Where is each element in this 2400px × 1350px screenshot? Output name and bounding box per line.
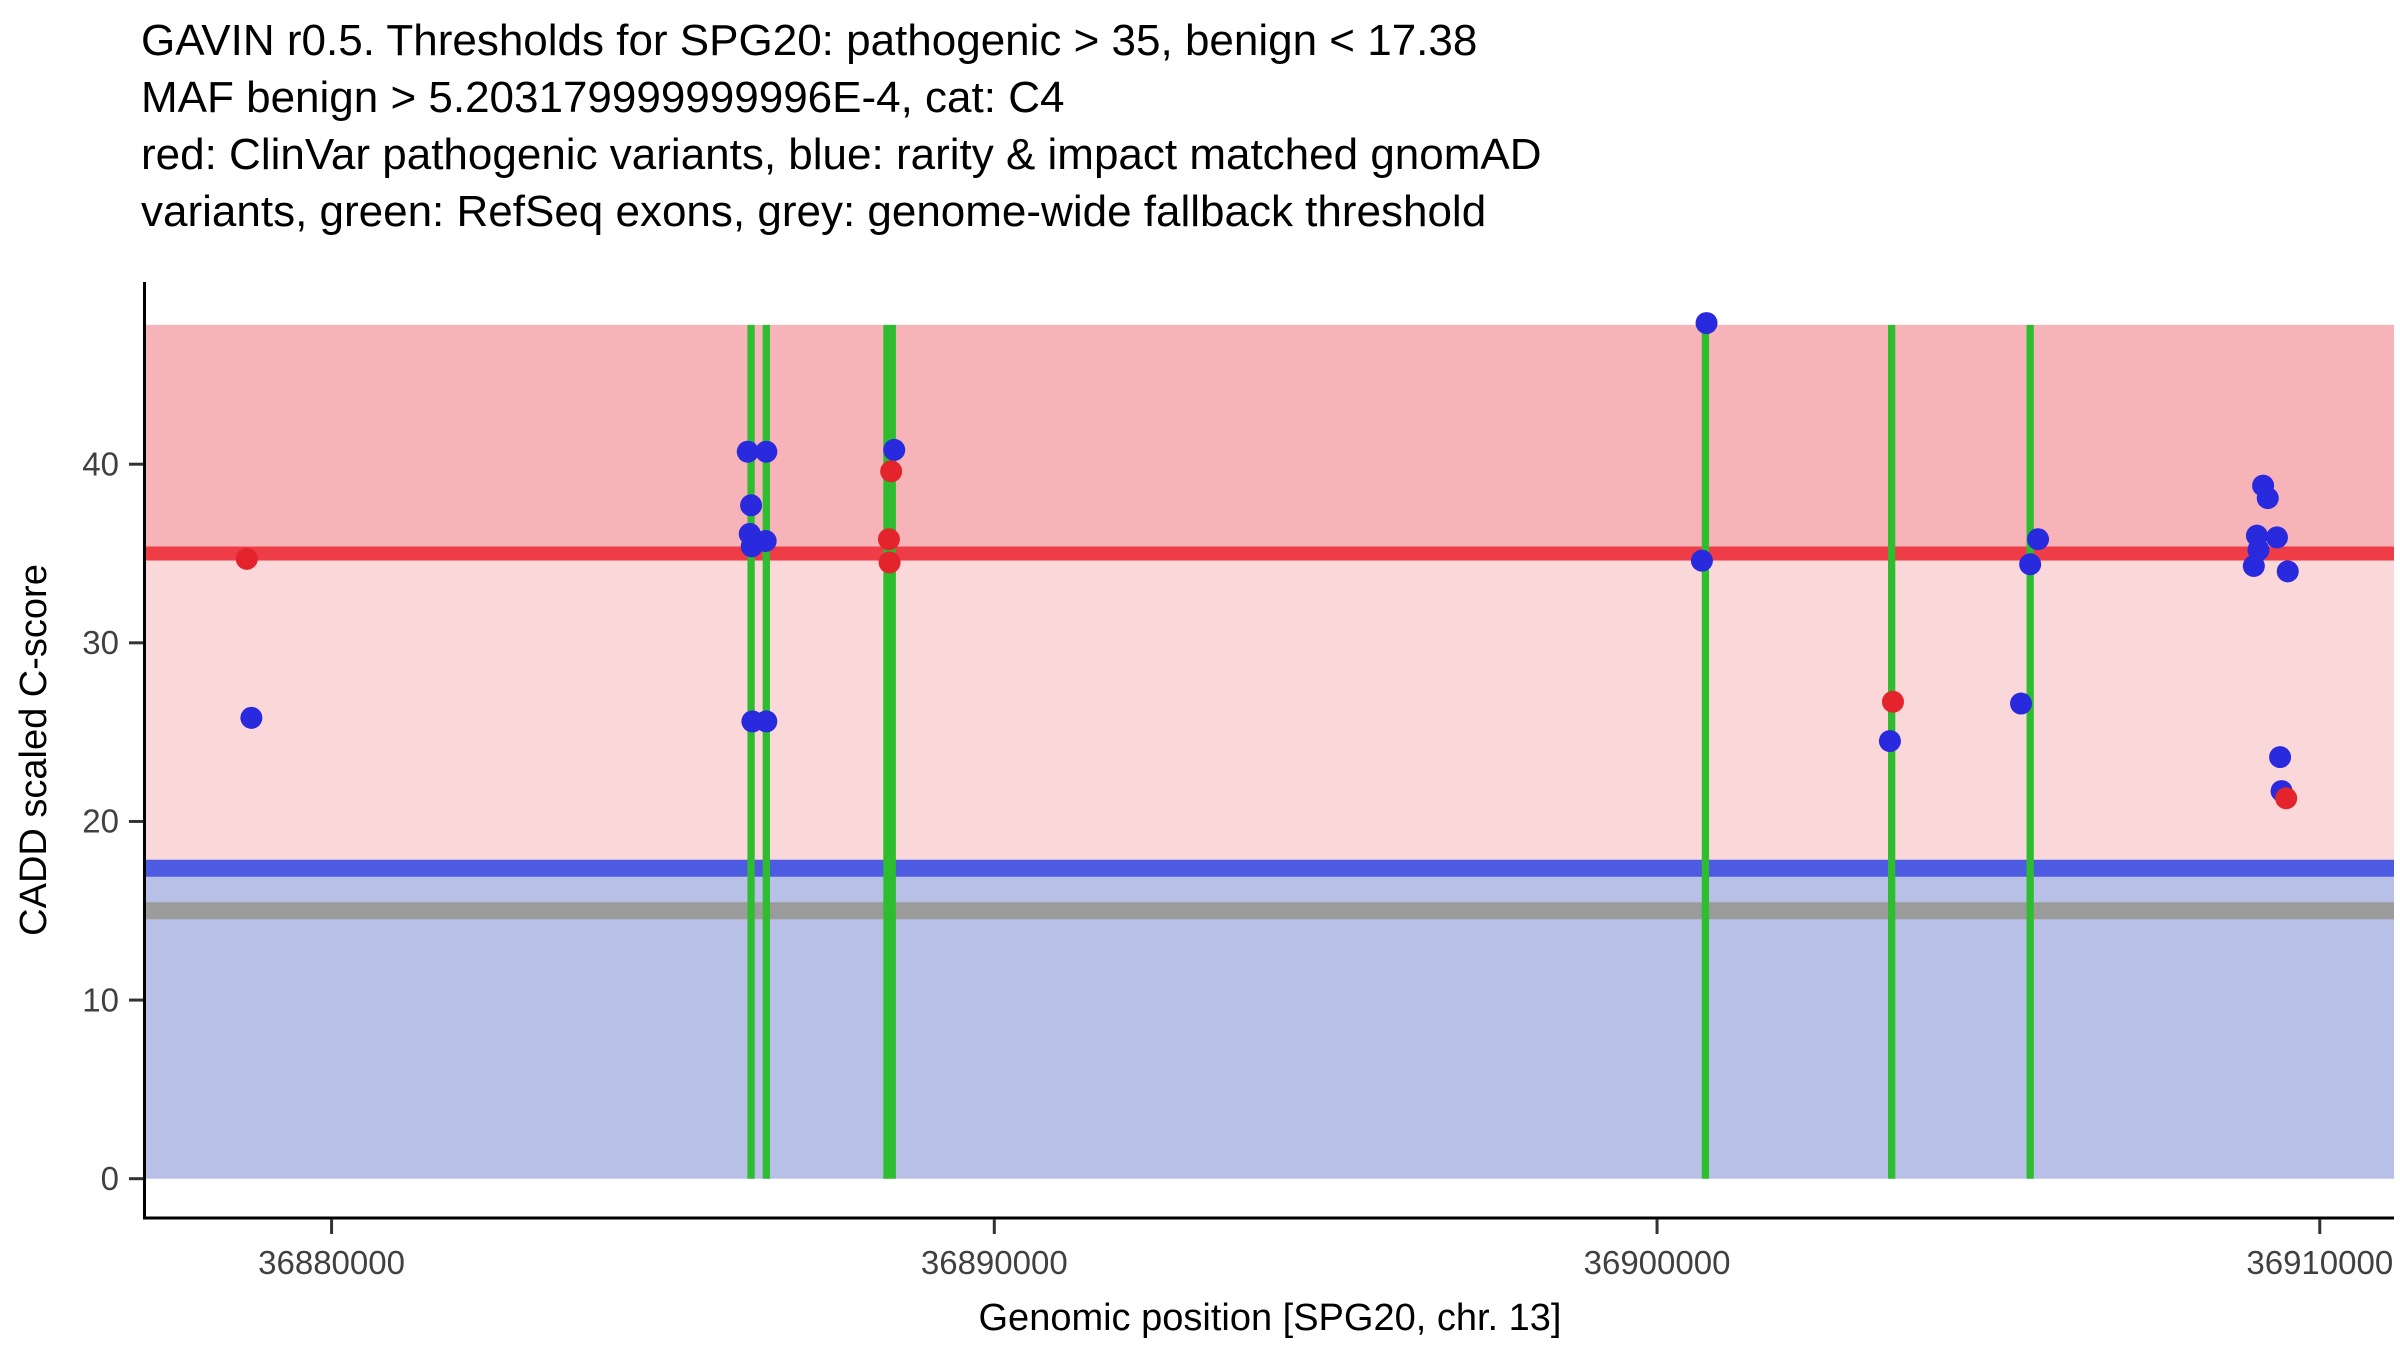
gnomad-variant-point (1695, 312, 1718, 335)
x-tick-label: 36900000 (1584, 1244, 1731, 1281)
gnomad-variant-point (755, 440, 778, 463)
region-pathogenic-zone (146, 324, 2394, 554)
exon-line (747, 324, 755, 1179)
x-tick-label: 36880000 (258, 1244, 405, 1281)
gnomad-variant-point (740, 494, 763, 517)
region-intermediate-zone (146, 553, 2394, 869)
exon-line (1701, 324, 1710, 1179)
clinvar-variant-point (880, 460, 903, 483)
threshold-band-pathogenic-threshold (146, 546, 2394, 561)
gnomad-variant-point (1690, 549, 1713, 572)
y-axis-title: CADD scaled C-score (13, 564, 55, 936)
gnomad-variant-point (2265, 526, 2288, 549)
gnomad-variant-point (2027, 528, 2050, 551)
clinvar-variant-point (878, 551, 901, 574)
exon-line (2026, 324, 2034, 1179)
threshold-band-benign-threshold (146, 859, 2394, 877)
x-tick-label: 36890000 (921, 1244, 1068, 1281)
title-line-4: variants, green: RefSeq exons, grey: gen… (141, 187, 1487, 236)
gnomad-variant-point (755, 710, 778, 733)
clinvar-variant-point (235, 547, 258, 570)
x-tick-label: 36910000 (2246, 1244, 2393, 1281)
exon-line (762, 324, 770, 1179)
y-tick-label: 10 (82, 981, 119, 1018)
gnomad-variant-point (754, 530, 777, 553)
x-axis-title: Genomic position [SPG20, chr. 13] (979, 1297, 1562, 1339)
threshold-band-genome-wide-fallback (146, 902, 2394, 920)
gnomad-variant-point (240, 706, 263, 729)
region-benign-zone (146, 868, 2394, 1179)
gnomad-variant-point (736, 440, 759, 463)
title-line-3: red: ClinVar pathogenic variants, blue: … (141, 130, 1542, 179)
gnomad-variant-point (883, 438, 906, 461)
gnomad-variant-point (2019, 553, 2042, 576)
gnomad-variant-point (2242, 555, 2265, 578)
y-tick-label: 30 (82, 624, 119, 661)
y-tick-label: 0 (101, 1160, 119, 1197)
gnomad-variant-point (2256, 487, 2279, 510)
title-line-1: GAVIN r0.5. Thresholds for SPG20: pathog… (141, 16, 1478, 65)
gnomad-variant-point (2269, 746, 2292, 769)
clinvar-variant-point (1881, 690, 1904, 713)
title-line-2: MAF benign > 5.203179999999996E-4, cat: … (141, 73, 1065, 122)
gnomad-variant-point (2010, 692, 2033, 715)
gnomad-variant-point (1878, 730, 1901, 753)
gnomad-variant-point (2276, 560, 2299, 583)
y-tick-label: 40 (82, 445, 119, 482)
clinvar-variant-point (2275, 787, 2298, 810)
y-tick-label: 20 (82, 803, 119, 840)
plot-title: GAVIN r0.5. Thresholds for SPG20: pathog… (141, 12, 1542, 240)
clinvar-variant-point (877, 528, 900, 551)
